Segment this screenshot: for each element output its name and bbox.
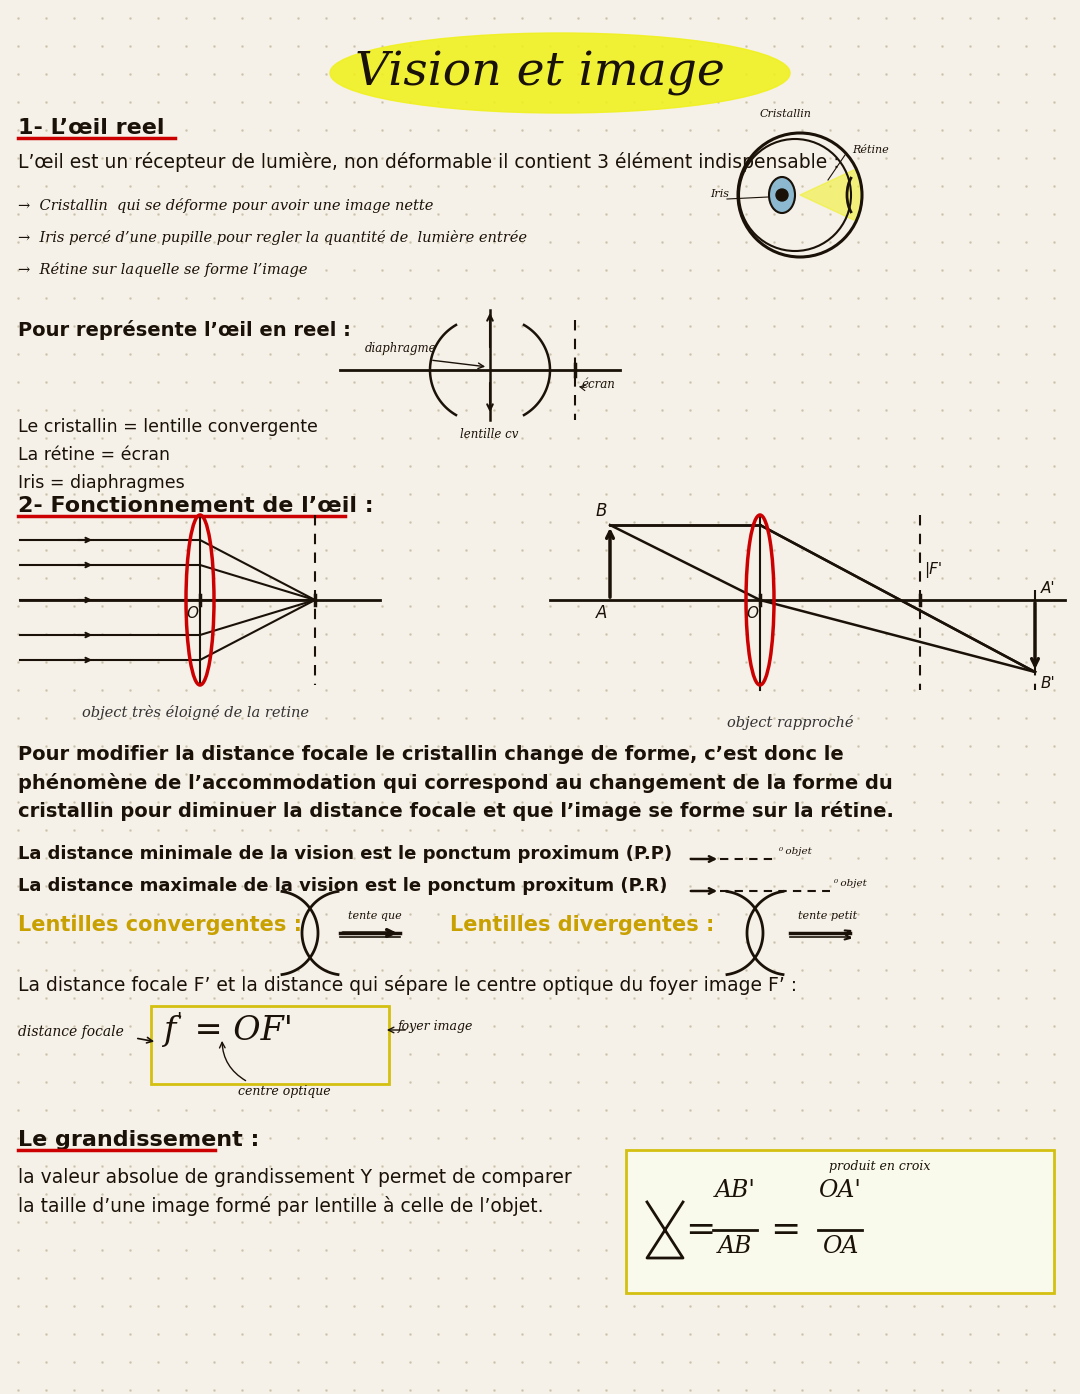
Text: L’œil est un récepteur de lumière, non déformable il contient 3 élément indispen: L’œil est un récepteur de lumière, non d… <box>18 152 839 171</box>
Text: Iris = diaphragmes: Iris = diaphragmes <box>18 474 185 492</box>
Text: B: B <box>596 502 607 520</box>
Text: Rétine: Rétine <box>852 145 889 155</box>
Text: Le cristallin = lentille convergente: Le cristallin = lentille convergente <box>18 418 318 436</box>
Text: ': ' <box>176 1011 181 1030</box>
Text: écran: écran <box>582 378 616 390</box>
Text: B': B' <box>1041 676 1056 691</box>
Text: cristallin pour diminuer la distance focale et que l’image se forme sur la rétin: cristallin pour diminuer la distance foc… <box>18 802 894 821</box>
Text: la taille d’une image formé par lentille à celle de l’objet.: la taille d’une image formé par lentille… <box>18 1196 543 1216</box>
Text: La distance minimale de la vision est le ponctum proximum (P.P): La distance minimale de la vision est le… <box>18 845 672 863</box>
Wedge shape <box>800 169 862 222</box>
Text: OA': OA' <box>819 1179 862 1202</box>
Text: object rapproché: object rapproché <box>727 715 853 730</box>
Text: La distance maximale de la vision est le ponctum proxitum (P.R): La distance maximale de la vision est le… <box>18 877 667 895</box>
Text: f: f <box>163 1015 175 1047</box>
Ellipse shape <box>330 33 789 113</box>
FancyBboxPatch shape <box>151 1006 389 1085</box>
Text: ⁰ objet: ⁰ objet <box>778 848 812 856</box>
Text: tente petit: tente petit <box>798 912 858 921</box>
Text: object très éloigné de la retine: object très éloigné de la retine <box>81 705 309 719</box>
Text: OA: OA <box>822 1235 859 1257</box>
Text: |F': |F' <box>924 562 942 579</box>
Text: Pour représente l’œil en reel :: Pour représente l’œil en reel : <box>18 321 351 340</box>
Text: = OF': = OF' <box>184 1015 293 1047</box>
Text: =: = <box>770 1213 800 1248</box>
Text: lentille cv: lentille cv <box>460 428 518 441</box>
Text: Le grandissement :: Le grandissement : <box>18 1131 259 1150</box>
Text: Vision et image: Vision et image <box>355 50 725 96</box>
Text: →  Rétine sur laquelle se forme l’image: → Rétine sur laquelle se forme l’image <box>18 262 308 277</box>
Text: =: = <box>685 1213 715 1248</box>
Text: Iris: Iris <box>710 190 729 199</box>
Text: phénomène de l’accommodation qui correspond au changement de la forme du: phénomène de l’accommodation qui corresp… <box>18 774 893 793</box>
Text: La distance focale F’ et la distance qui sépare le centre optique du foyer image: La distance focale F’ et la distance qui… <box>18 974 797 995</box>
Text: Lentilles divergentes :: Lentilles divergentes : <box>450 914 714 935</box>
Text: foyer image: foyer image <box>399 1020 473 1033</box>
Text: diaphragme: diaphragme <box>365 342 436 355</box>
Circle shape <box>777 190 788 201</box>
Text: Pour modifier la distance focale le cristallin change de forme, c’est donc le: Pour modifier la distance focale le cris… <box>18 744 843 764</box>
Text: ⁰ objet: ⁰ objet <box>833 880 867 888</box>
Text: 2- Fonctionnement de l’œil :: 2- Fonctionnement de l’œil : <box>18 496 374 516</box>
Ellipse shape <box>769 177 795 213</box>
Text: Cristallin: Cristallin <box>759 109 811 118</box>
Text: A: A <box>596 604 607 622</box>
Text: centre optique: centre optique <box>238 1085 330 1098</box>
Text: produit en croix: produit en croix <box>829 1160 931 1172</box>
Text: Lentilles convergentes :: Lentilles convergentes : <box>18 914 302 935</box>
Text: La rétine = écran: La rétine = écran <box>18 446 170 464</box>
Text: →  Cristallin  qui se déforme pour avoir une image nette: → Cristallin qui se déforme pour avoir u… <box>18 198 433 213</box>
Text: →  Iris percé d’une pupille pour regler la quantité de  lumière entrée: → Iris percé d’une pupille pour regler l… <box>18 230 527 245</box>
Text: AB: AB <box>718 1235 752 1257</box>
Text: 1- L’œil reel: 1- L’œil reel <box>18 118 164 138</box>
Text: A': A' <box>1041 581 1055 597</box>
Text: AB': AB' <box>715 1179 755 1202</box>
Text: la valeur absolue de grandissement Y permet de comparer: la valeur absolue de grandissement Y per… <box>18 1168 571 1188</box>
Text: distance focale: distance focale <box>18 1025 124 1039</box>
Text: O: O <box>186 606 198 620</box>
Text: tente que: tente que <box>348 912 402 921</box>
FancyBboxPatch shape <box>626 1150 1054 1294</box>
Text: O: O <box>746 606 758 620</box>
